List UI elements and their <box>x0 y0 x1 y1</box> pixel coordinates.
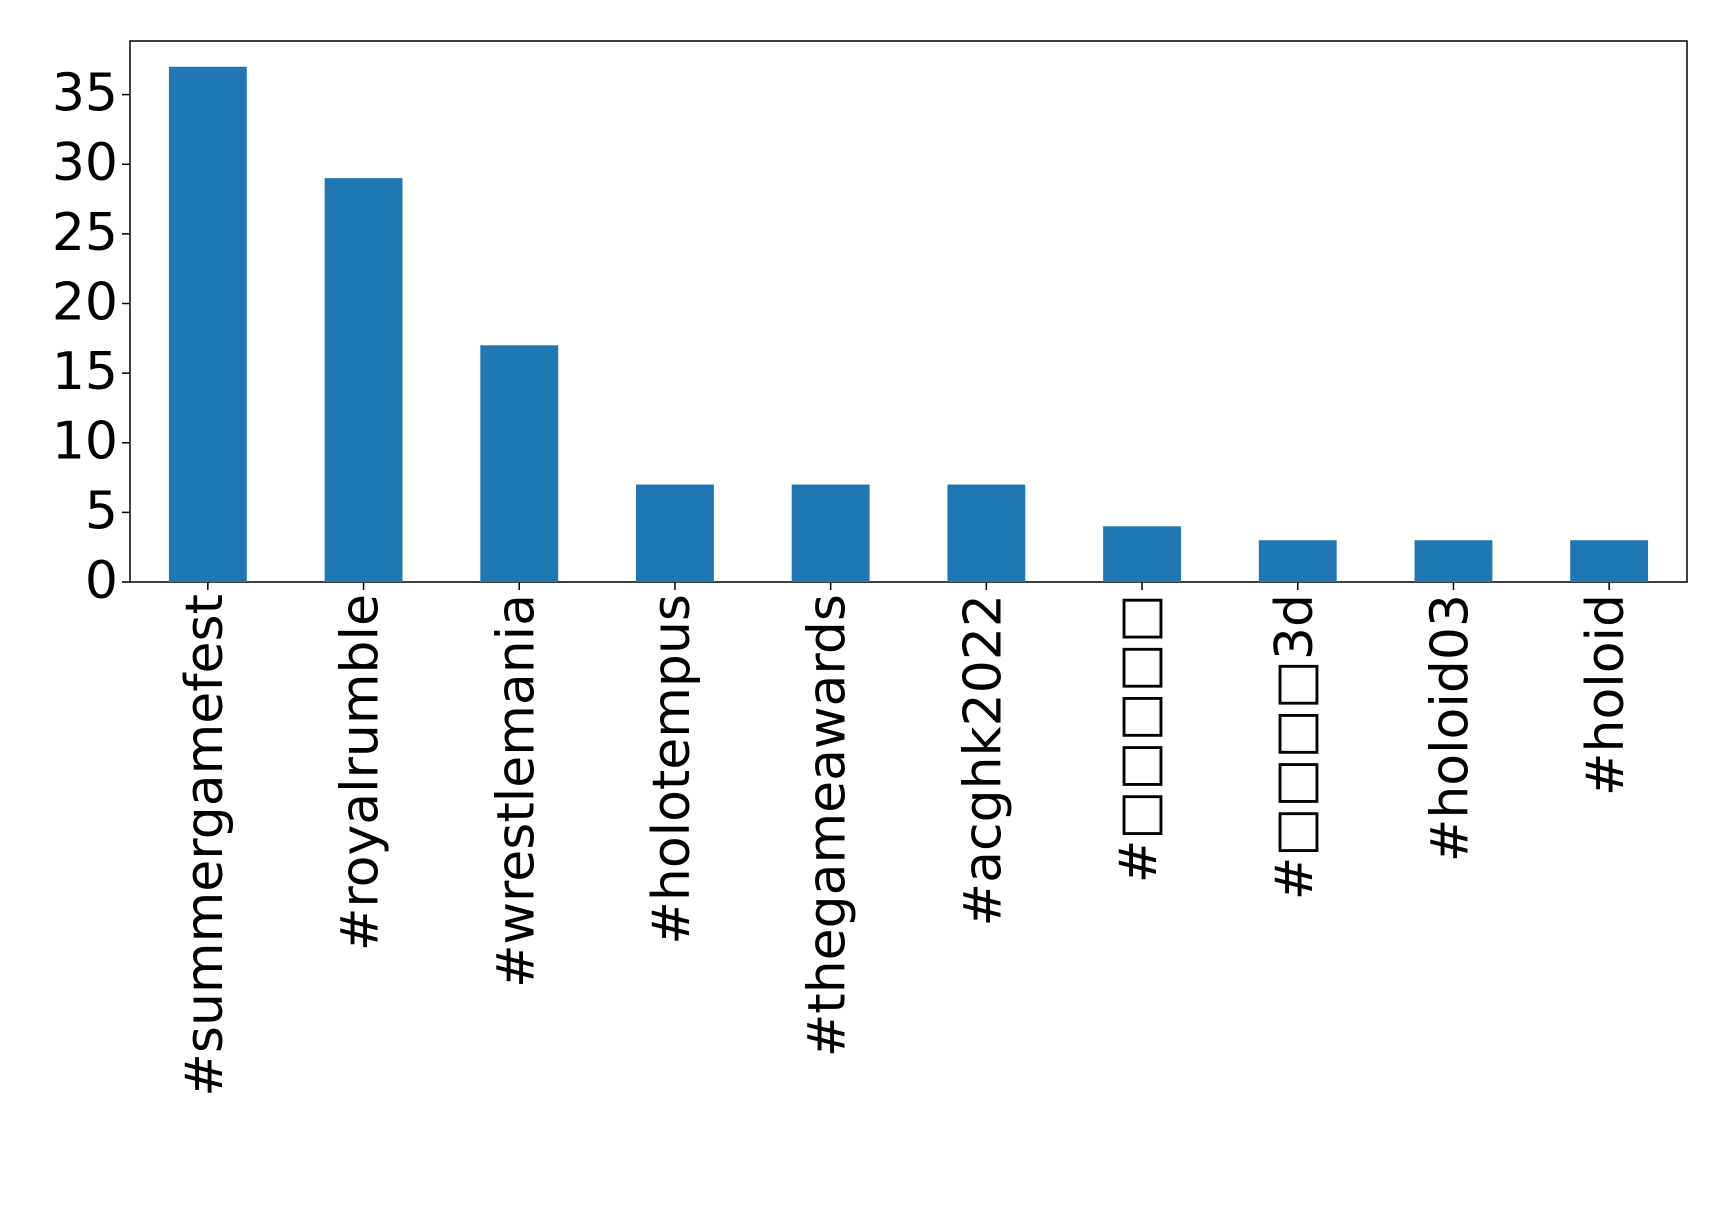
x-tick-label: #thegameawards <box>798 594 858 1057</box>
y-tick-label: 15 <box>52 342 118 402</box>
y-tick-label: 0 <box>85 551 118 611</box>
bar <box>1414 540 1493 582</box>
bar <box>1258 540 1337 582</box>
x-tick-label: #□□□□□ <box>1109 594 1169 883</box>
x-tick-label: #acghk2022 <box>953 594 1013 926</box>
x-tick-label: #holoid <box>1576 594 1636 796</box>
x-tick-label: #□□□□3d <box>1265 594 1325 900</box>
x-tick-label: #holoid03 <box>1420 594 1480 862</box>
bar <box>636 484 714 582</box>
bar <box>1570 540 1649 582</box>
y-tick-label: 5 <box>85 481 118 541</box>
bar <box>1103 526 1181 582</box>
x-tick-label: #holotempus <box>642 594 702 945</box>
y-tick-label: 20 <box>52 272 118 332</box>
bar <box>791 484 870 582</box>
bar <box>947 484 1026 582</box>
y-tick-label: 35 <box>52 64 118 124</box>
y-tick-label: 30 <box>52 133 118 193</box>
y-tick-label: 25 <box>52 203 118 263</box>
x-tick-label: #wrestlemania <box>486 594 546 988</box>
bar <box>324 178 403 582</box>
x-tick-label: #summergamefest <box>175 594 235 1097</box>
bar <box>168 66 247 582</box>
y-tick-label: 10 <box>52 412 118 472</box>
x-tick-label: #royalrumble <box>331 594 391 951</box>
plot-frame <box>129 40 1688 583</box>
bar <box>480 345 559 582</box>
